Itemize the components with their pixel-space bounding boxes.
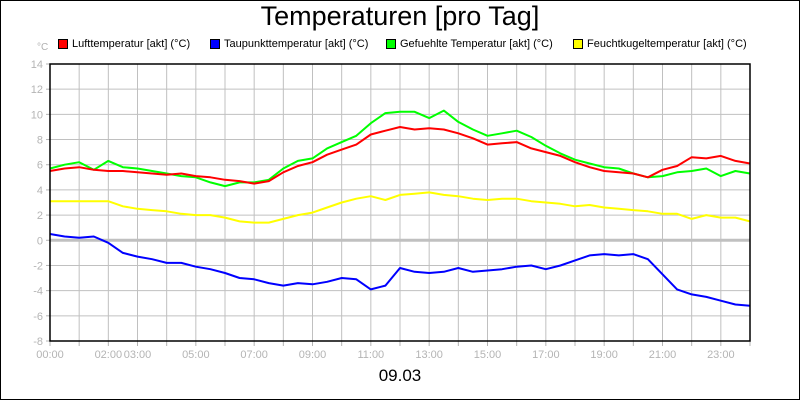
plot-border — [49, 63, 751, 342]
legend-item-lufttemperatur: Lufttemperatur [akt] (°C) — [58, 38, 190, 50]
y-tick-label: 2 — [37, 210, 43, 222]
y-tick-label: 6 — [37, 160, 43, 172]
x-tick-label: 00:00 — [36, 349, 64, 361]
chart-legend: °C Lufttemperatur [akt] (°C) Taupunkttem… — [0, 38, 800, 53]
y-tick-label: -4 — [33, 286, 43, 298]
x-tick-label: 13:00 — [415, 349, 443, 361]
x-tick-label: 03:00 — [124, 349, 152, 361]
y-tick-label: -8 — [33, 336, 43, 348]
legend-label: Gefuehlte Temperatur [akt] (°C) — [400, 38, 553, 50]
y-tick-label: 4 — [37, 185, 43, 197]
legend-swatch-red — [58, 39, 68, 49]
legend-item-feuchtkugeltemperatur: Feuchtkugeltemperatur [akt] (°C) — [573, 38, 747, 50]
y-unit-label: °C — [37, 42, 49, 53]
y-tick-label: 10 — [31, 109, 43, 121]
legend-swatch-blue — [210, 39, 220, 49]
legend-label: Lufttemperatur [akt] (°C) — [72, 38, 191, 50]
legend-label: Taupunkttemperatur [akt] (°C) — [224, 38, 369, 50]
legend-swatch-yellow — [573, 39, 583, 49]
date-label: 09.03 — [378, 366, 422, 385]
series-line-feuchtkugeltemperatur — [50, 191, 751, 224]
series-line-taupunkttemperatur — [49, 233, 751, 307]
legend-label: Feuchtkugeltemperatur [akt] (°C) — [587, 38, 747, 50]
chart-title: Temperaturen [pro Tag] — [260, 1, 540, 31]
x-tick-label: 05:00 — [182, 349, 210, 361]
x-tick-label: 07:00 — [240, 349, 268, 361]
x-tick-label: 23:00 — [707, 349, 735, 361]
x-tick-label: 19:00 — [590, 349, 618, 361]
y-tick-label: 12 — [31, 84, 43, 96]
legend-swatch-green — [386, 39, 396, 49]
y-tick-label: 14 — [31, 59, 43, 71]
x-tick-label: 02:00 — [95, 349, 123, 361]
x-tick-label: 09:00 — [299, 349, 327, 361]
y-tick-label: 0 — [37, 235, 43, 247]
x-tick-label: 21:00 — [649, 349, 677, 361]
x-tick-label: 17:00 — [532, 349, 560, 361]
y-tick-label: 8 — [37, 135, 43, 147]
x-tick-label: 15:00 — [474, 349, 502, 361]
x-tick-label: 11:00 — [357, 349, 384, 361]
y-tick-label: -2 — [33, 260, 43, 272]
y-tick-label: -6 — [33, 311, 43, 323]
series-line-lufttemperatur — [49, 126, 751, 185]
legend-item-gefuehlte-temperatur: Gefuehlte Temperatur [akt] (°C) — [386, 38, 553, 50]
legend-item-taupunkttemperatur: Taupunkttemperatur [akt] (°C) — [210, 38, 368, 50]
